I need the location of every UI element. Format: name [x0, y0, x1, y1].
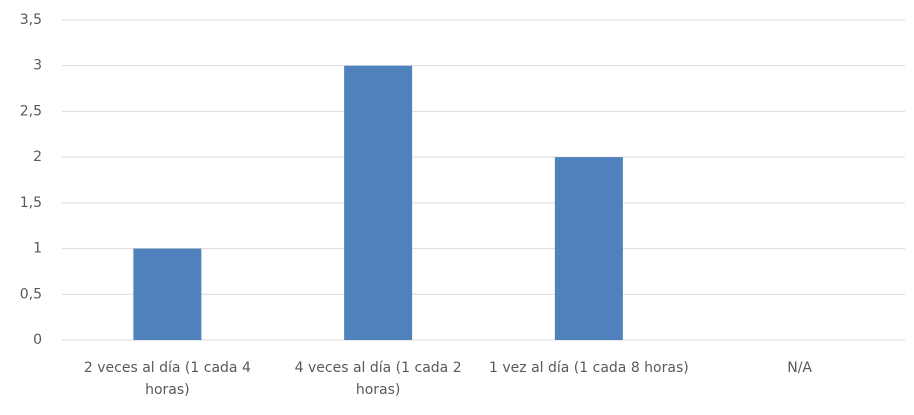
y-tick-label: 1 [33, 241, 42, 257]
y-tick-label: 0,5 [20, 286, 42, 302]
bar [344, 65, 413, 340]
y-tick-label: 3 [33, 58, 42, 74]
x-tick-label: N/A [787, 360, 813, 376]
y-tick-label: 0 [33, 332, 42, 348]
x-tick-label: 1 vez al día (1 cada 8 horas) [489, 360, 689, 376]
y-tick-label: 1,5 [20, 195, 42, 211]
y-tick-label: 2 [33, 149, 42, 165]
y-tick-label: 2,5 [20, 103, 42, 119]
bar [133, 248, 202, 340]
y-tick-label: 3,5 [20, 12, 42, 28]
bar [554, 157, 623, 340]
x-tick-label: 4 veces al día (1 cada 2 horas) [294, 360, 462, 398]
x-tick-label: 2 veces al día (1 cada 4 horas) [83, 360, 251, 398]
